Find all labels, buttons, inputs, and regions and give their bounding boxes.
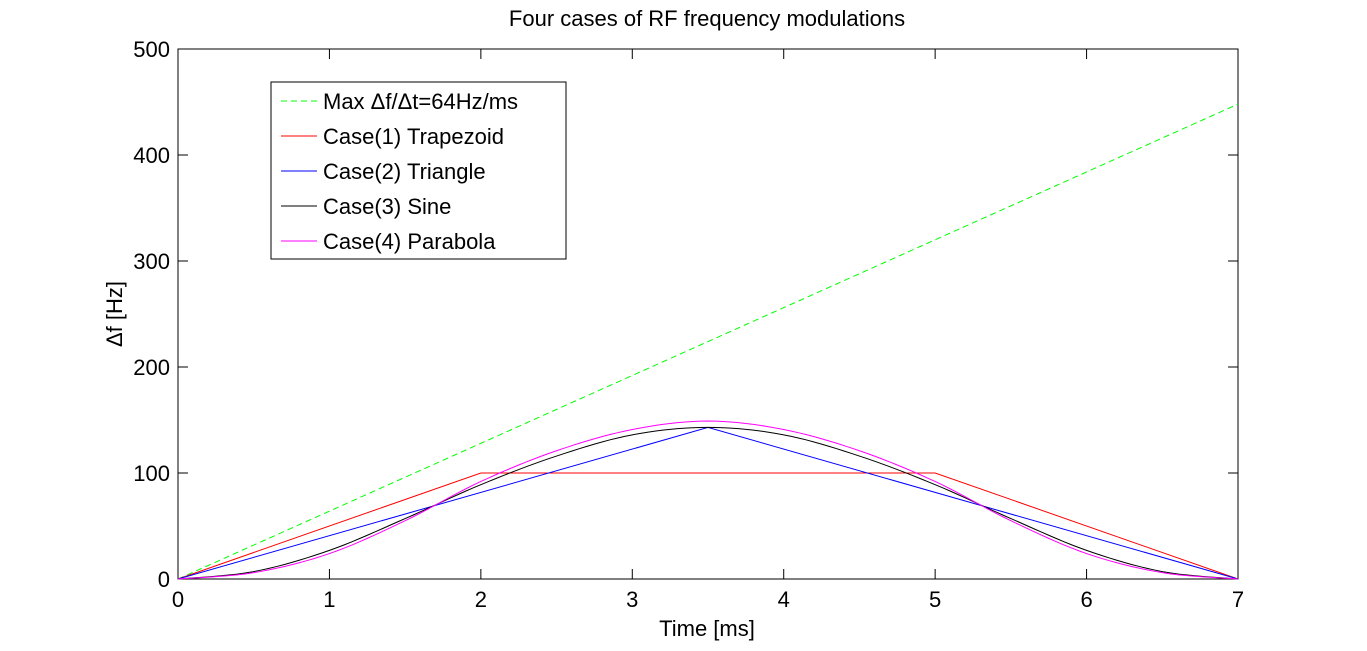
x-tick-label: 4 <box>778 587 790 612</box>
legend-label-4: Case(3) Sine <box>323 194 451 219</box>
y-tick-label: 300 <box>133 249 170 274</box>
y-tick-label: 500 <box>133 37 170 62</box>
legend-box <box>270 81 567 260</box>
x-axis-label: Time [ms] <box>659 616 755 641</box>
x-tick-label: 1 <box>323 587 335 612</box>
chart-title: Four cases of RF frequency modulations <box>509 6 905 31</box>
legend-label-3: Case(2) Triangle <box>323 159 486 184</box>
series-line-1 <box>177 103 1239 580</box>
series-line-5 <box>177 420 1239 580</box>
y-tick-label: 100 <box>133 461 170 486</box>
y-axis-label: Δf [Hz] <box>102 281 127 347</box>
legend: Max Δf/Δt=64Hz/ms Case(1) Trapezoid Case(2… <box>270 81 567 260</box>
x-tick-label: 5 <box>929 587 941 612</box>
y-tick-label: 0 <box>158 567 170 592</box>
series-line-4 <box>177 426 1239 580</box>
x-tick-label: 0 <box>172 587 184 612</box>
x-tick-label: 2 <box>475 587 487 612</box>
legend-label-5: Case(4) Parabola <box>323 229 496 254</box>
legend-label-1: Max Δf/Δt=64Hz/ms <box>323 89 518 114</box>
legend-label-2: Case(1) Trapezoid <box>323 124 504 149</box>
y-tick-label: 200 <box>133 355 170 380</box>
y-tick-label: 400 <box>133 143 170 168</box>
x-tick-label: 7 <box>1232 587 1244 612</box>
x-tick-label: 6 <box>1080 587 1092 612</box>
y-axis: 0 100 200 300 400 500 <box>133 37 1238 592</box>
series-line-2 <box>177 472 1239 580</box>
series-layer <box>177 103 1239 580</box>
x-axis: 0 1 2 3 4 5 6 7 <box>172 49 1244 612</box>
x-tick-label: 3 <box>626 587 638 612</box>
